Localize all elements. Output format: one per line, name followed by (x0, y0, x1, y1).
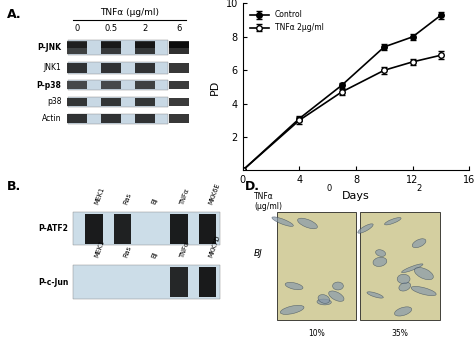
Text: 10%: 10% (308, 329, 325, 338)
FancyBboxPatch shape (68, 114, 168, 124)
Ellipse shape (394, 307, 412, 316)
Ellipse shape (411, 287, 436, 296)
Text: A.: A. (7, 8, 22, 22)
FancyBboxPatch shape (277, 212, 356, 320)
Y-axis label: PD: PD (210, 79, 220, 95)
Text: BJ: BJ (254, 249, 263, 258)
Ellipse shape (298, 218, 318, 229)
X-axis label: Days: Days (342, 191, 370, 201)
Ellipse shape (367, 292, 383, 298)
FancyBboxPatch shape (68, 62, 168, 74)
Ellipse shape (397, 274, 410, 284)
FancyBboxPatch shape (67, 81, 87, 89)
FancyBboxPatch shape (169, 63, 190, 73)
Text: P-p38: P-p38 (36, 81, 62, 90)
FancyBboxPatch shape (170, 267, 188, 297)
FancyBboxPatch shape (68, 40, 168, 55)
FancyBboxPatch shape (135, 81, 155, 89)
FancyBboxPatch shape (170, 214, 188, 244)
FancyBboxPatch shape (135, 41, 155, 54)
Ellipse shape (317, 299, 331, 305)
Text: TNFα
(μg/ml): TNFα (μg/ml) (254, 192, 282, 211)
Text: 6: 6 (176, 23, 182, 32)
FancyBboxPatch shape (73, 212, 220, 245)
Text: Ras: Ras (122, 245, 132, 259)
Text: p38: p38 (47, 97, 62, 106)
FancyBboxPatch shape (85, 214, 103, 244)
Ellipse shape (399, 282, 410, 291)
FancyBboxPatch shape (101, 42, 121, 47)
Text: JNK1: JNK1 (44, 63, 62, 72)
Ellipse shape (412, 239, 426, 248)
Text: 0: 0 (74, 23, 80, 32)
FancyBboxPatch shape (68, 97, 168, 107)
FancyBboxPatch shape (67, 98, 87, 106)
FancyBboxPatch shape (361, 212, 440, 320)
Text: MEK1: MEK1 (94, 186, 106, 205)
FancyBboxPatch shape (114, 214, 131, 244)
Text: C.: C. (243, 0, 256, 3)
Ellipse shape (401, 264, 423, 273)
Text: P-ATF2: P-ATF2 (38, 224, 68, 233)
FancyBboxPatch shape (101, 63, 121, 73)
FancyBboxPatch shape (67, 63, 87, 73)
Text: Actin: Actin (42, 114, 62, 123)
Ellipse shape (414, 267, 433, 280)
Text: D.: D. (245, 180, 260, 193)
Text: B.: B. (7, 180, 21, 193)
FancyBboxPatch shape (199, 214, 216, 244)
Ellipse shape (328, 291, 344, 302)
FancyBboxPatch shape (68, 80, 168, 90)
FancyBboxPatch shape (169, 98, 190, 106)
FancyBboxPatch shape (101, 81, 121, 89)
Ellipse shape (318, 295, 330, 303)
FancyBboxPatch shape (135, 63, 155, 73)
Text: BJ: BJ (151, 251, 158, 259)
Ellipse shape (384, 217, 401, 225)
Text: P-c-Jun: P-c-Jun (38, 277, 68, 287)
Text: TNFα: TNFα (179, 240, 191, 259)
FancyBboxPatch shape (135, 42, 155, 47)
FancyBboxPatch shape (67, 114, 87, 123)
FancyBboxPatch shape (199, 267, 216, 297)
Ellipse shape (373, 257, 387, 267)
FancyBboxPatch shape (135, 98, 155, 106)
FancyBboxPatch shape (169, 114, 190, 123)
Ellipse shape (375, 250, 385, 257)
Ellipse shape (285, 282, 303, 290)
FancyBboxPatch shape (67, 41, 87, 54)
Text: 0: 0 (326, 184, 331, 193)
Legend: Control, TNFα 2μg/ml: Control, TNFα 2μg/ml (246, 7, 327, 35)
Text: MKK6E: MKK6E (207, 182, 220, 205)
FancyBboxPatch shape (101, 114, 121, 123)
Ellipse shape (272, 217, 293, 227)
FancyBboxPatch shape (135, 114, 155, 123)
Ellipse shape (333, 282, 343, 290)
Text: TNFα (μg/ml): TNFα (μg/ml) (100, 8, 159, 17)
Text: MKK7D: MKK7D (207, 235, 221, 259)
Text: BJ: BJ (151, 197, 158, 205)
FancyBboxPatch shape (73, 266, 220, 299)
FancyBboxPatch shape (169, 42, 190, 47)
FancyBboxPatch shape (169, 81, 190, 89)
Ellipse shape (358, 224, 373, 233)
Text: 2: 2 (417, 184, 422, 193)
Text: 35%: 35% (392, 329, 409, 338)
Text: TNFα: TNFα (179, 187, 191, 205)
Text: Ras: Ras (122, 192, 132, 205)
FancyBboxPatch shape (101, 98, 121, 106)
FancyBboxPatch shape (67, 42, 87, 47)
FancyBboxPatch shape (101, 41, 121, 54)
Text: P-JNK: P-JNK (37, 43, 62, 52)
Text: 2: 2 (143, 23, 148, 32)
FancyBboxPatch shape (169, 41, 190, 54)
Text: MEK1: MEK1 (94, 240, 106, 259)
Ellipse shape (280, 305, 304, 314)
Text: 0.5: 0.5 (105, 23, 118, 32)
